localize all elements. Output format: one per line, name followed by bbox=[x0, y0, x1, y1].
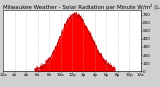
Text: Milwaukee Weather - Solar Radiation per Minute W/m² (Last 24 Hours): Milwaukee Weather - Solar Radiation per … bbox=[3, 4, 160, 10]
